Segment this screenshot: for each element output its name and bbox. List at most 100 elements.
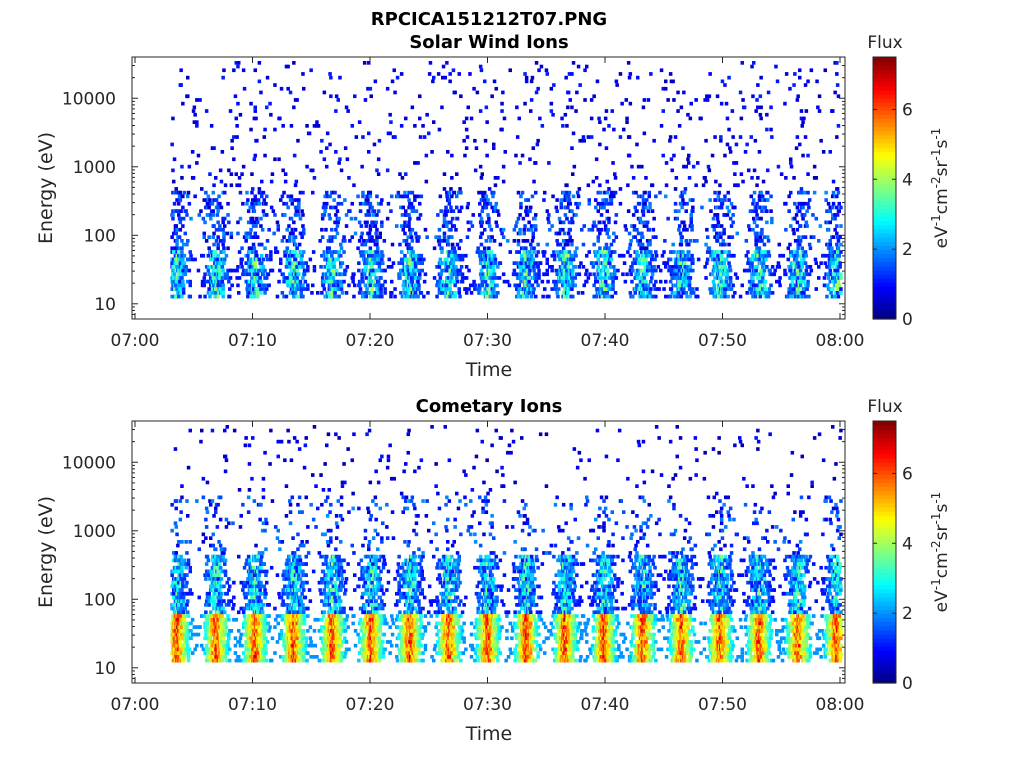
heatmap-cell bbox=[768, 291, 772, 295]
heatmap-cell bbox=[371, 268, 376, 273]
heatmap-cell bbox=[269, 253, 273, 258]
colorbar-segment bbox=[873, 65, 896, 70]
heatmap-cell bbox=[560, 250, 564, 254]
heatmap-cell bbox=[294, 287, 299, 291]
heatmap-cell bbox=[592, 94, 596, 99]
heatmap-cell bbox=[517, 276, 521, 280]
heatmap-cell bbox=[492, 268, 496, 273]
heatmap-cell bbox=[728, 216, 733, 221]
heatmap-cell bbox=[654, 253, 659, 258]
heatmap-cell bbox=[179, 291, 183, 295]
heatmap-cell bbox=[585, 64, 589, 69]
heatmap-cell bbox=[455, 242, 460, 247]
heatmap-cell bbox=[286, 205, 290, 210]
heatmap-cell bbox=[760, 268, 764, 273]
heatmap-cell bbox=[175, 242, 179, 247]
heatmap-cell bbox=[290, 201, 294, 206]
heatmap-cell bbox=[669, 157, 674, 162]
heatmap-cell bbox=[293, 213, 298, 217]
heatmap-cell bbox=[608, 253, 613, 258]
heatmap-cell bbox=[204, 643, 209, 648]
heatmap-cell bbox=[248, 265, 252, 269]
heatmap-cell bbox=[602, 127, 606, 132]
heatmap-cell bbox=[364, 294, 368, 299]
heatmap-cell bbox=[487, 220, 491, 225]
heatmap-cell bbox=[174, 224, 178, 228]
heatmap-cell bbox=[344, 213, 349, 217]
heatmap-cell bbox=[705, 257, 710, 262]
heatmap-cell bbox=[527, 272, 531, 277]
heatmap-cell bbox=[367, 131, 371, 136]
heatmap-cell bbox=[346, 109, 350, 113]
heatmap-cell bbox=[806, 283, 810, 288]
heatmap-cell bbox=[758, 235, 763, 239]
heatmap-cell bbox=[293, 183, 298, 188]
heatmap-cell bbox=[261, 272, 266, 277]
heatmap-cell bbox=[316, 291, 320, 295]
heatmap-cell bbox=[731, 220, 735, 225]
heatmap-cell bbox=[206, 213, 211, 217]
heatmap-cell bbox=[755, 272, 759, 277]
heatmap-cell bbox=[257, 61, 262, 65]
heatmap-cell bbox=[334, 205, 338, 210]
heatmap-cell bbox=[345, 157, 350, 162]
heatmap-cell bbox=[570, 216, 574, 221]
heatmap-cell bbox=[418, 272, 422, 277]
heatmap-cell bbox=[837, 283, 841, 288]
heatmap-cell bbox=[537, 276, 541, 280]
heatmap-cell bbox=[326, 272, 331, 277]
heatmap-cell bbox=[173, 246, 178, 251]
heatmap-cell bbox=[642, 246, 647, 251]
heatmap-cell bbox=[759, 75, 763, 80]
heatmap-cell bbox=[819, 261, 823, 265]
heatmap-cell bbox=[635, 283, 639, 288]
heatmap-cell bbox=[325, 265, 330, 269]
heatmap-cell bbox=[719, 198, 724, 202]
colorbar-segment bbox=[873, 233, 896, 238]
heatmap-cell bbox=[645, 272, 649, 277]
heatmap-cell bbox=[414, 268, 419, 273]
heatmap-cell bbox=[679, 242, 684, 247]
heatmap-cell bbox=[408, 257, 412, 262]
heatmap-cell bbox=[398, 172, 402, 176]
heatmap-cell bbox=[184, 209, 188, 213]
heatmap-cell bbox=[357, 220, 362, 225]
heatmap-cell bbox=[489, 268, 494, 273]
heatmap-cell bbox=[187, 257, 192, 262]
heatmap-cell bbox=[463, 153, 467, 158]
heatmap-cell bbox=[814, 261, 818, 265]
heatmap-cell bbox=[180, 603, 184, 607]
heatmap-cell bbox=[246, 294, 250, 299]
heatmap-cell bbox=[204, 599, 209, 603]
heatmap-cell bbox=[195, 643, 199, 648]
heatmap-cell bbox=[240, 265, 244, 269]
heatmap-cell bbox=[196, 632, 201, 637]
heatmap-cell bbox=[292, 265, 296, 269]
colorbar-segment bbox=[873, 118, 896, 124]
heatmap-cell bbox=[223, 183, 228, 188]
heatmap-cell bbox=[835, 261, 840, 265]
heatmap-cell bbox=[800, 124, 804, 128]
heatmap-cell bbox=[364, 213, 368, 217]
heatmap-cell bbox=[596, 190, 600, 195]
heatmap-cell bbox=[805, 224, 809, 228]
heatmap-cell bbox=[524, 198, 528, 202]
heatmap-cell bbox=[716, 194, 721, 199]
heatmap-cell bbox=[256, 279, 261, 284]
heatmap-cell bbox=[587, 227, 591, 232]
heatmap-cell bbox=[728, 150, 733, 154]
heatmap-cell bbox=[216, 220, 220, 225]
heatmap-cell bbox=[484, 253, 489, 258]
heatmap-cell bbox=[603, 257, 607, 262]
heatmap-cell bbox=[534, 227, 538, 232]
heatmap-cell bbox=[570, 72, 574, 76]
heatmap-cell bbox=[696, 161, 700, 165]
heatmap-cell bbox=[212, 242, 216, 247]
heatmap-cell bbox=[318, 239, 322, 243]
heatmap-cell bbox=[399, 257, 404, 262]
heatmap-cell bbox=[560, 116, 564, 121]
heatmap-cell bbox=[636, 75, 640, 80]
heatmap-cell bbox=[211, 190, 215, 195]
heatmap-cell bbox=[285, 279, 289, 284]
heatmap-cell bbox=[837, 253, 841, 258]
